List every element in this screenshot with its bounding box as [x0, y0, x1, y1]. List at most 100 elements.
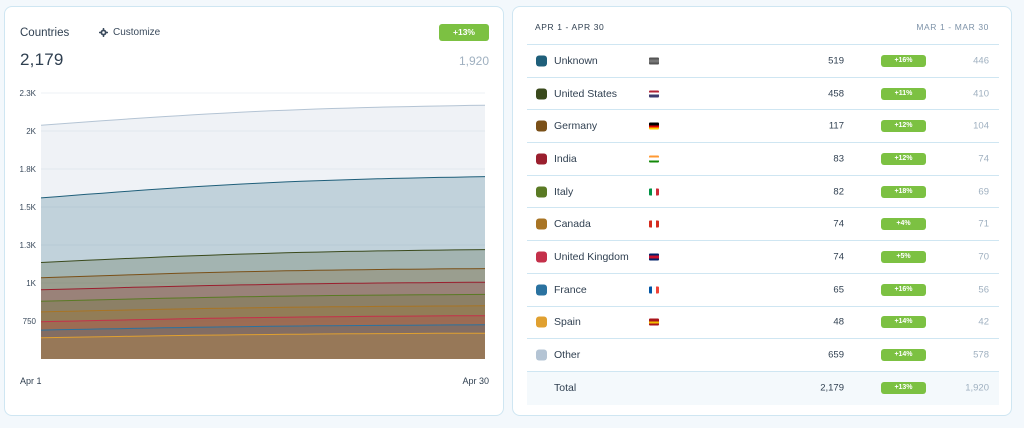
previous-value: 71	[978, 218, 989, 230]
country-name: India	[554, 152, 577, 165]
series-color-dot	[536, 251, 547, 263]
previous-value: 446	[973, 55, 989, 67]
current-value: 519	[828, 55, 844, 67]
current-value: 117	[828, 120, 844, 132]
total-label: Total	[554, 382, 577, 395]
country-name: Canada	[554, 218, 591, 231]
series-line-germany	[40, 268, 486, 279]
series-line-spain	[40, 332, 485, 339]
series-line-france	[40, 324, 486, 331]
table-row[interactable]: Spain 48 +14% 42	[527, 307, 999, 340]
table-row[interactable]: France 65 +16% 56	[527, 274, 999, 307]
y-tick-label: 1.5K	[20, 203, 37, 212]
series-color-dot	[536, 186, 547, 198]
table-row[interactable]: United Kingdom 74 +5% 70	[527, 241, 999, 274]
previous-value: 70	[978, 251, 989, 263]
previous-range-label: MAR 1 - MAR 30	[916, 22, 989, 32]
area-series-united-states[interactable]	[41, 249, 485, 359]
current-value: 74	[833, 218, 844, 230]
series-line-canada	[40, 305, 486, 313]
stacked-area-chart: 750 1K 1.3K 1.5K 1.8K 2K 2.3K	[20, 89, 486, 359]
current-value: 82	[833, 186, 844, 198]
previous-value: 42	[978, 316, 989, 328]
flag-icon	[649, 90, 659, 98]
total-change-badge: +13%	[881, 382, 926, 395]
previous-value: 104	[973, 120, 989, 132]
current-total: 2,179	[20, 50, 64, 69]
flag-icon	[649, 286, 659, 294]
country-name: Germany	[554, 120, 598, 133]
current-value: 74	[833, 251, 844, 263]
series-color-dot	[536, 153, 547, 165]
countries-table-card: APR 1 - APR 30 MAR 1 - MAR 30 Unknown 519…	[512, 6, 1012, 416]
country-name: Spain	[554, 316, 581, 329]
previous-value: 56	[978, 284, 989, 296]
countries-chart-card: Countries Customize +13% 2,179 1,920 750…	[4, 6, 504, 416]
flag-icon	[649, 318, 659, 326]
series-color-dot	[536, 284, 547, 296]
table-row[interactable]: Germany 117 +12% 104	[527, 110, 999, 144]
current-value: 83	[833, 153, 844, 165]
change-badge: +14%	[881, 316, 926, 329]
table-row[interactable]: Canada 74 +4% 71	[527, 208, 999, 242]
area-series-united-kingdom[interactable]	[41, 315, 485, 359]
change-badge: +11%	[881, 87, 926, 100]
panel-title: Countries	[20, 27, 70, 39]
area-series-india[interactable]	[41, 282, 485, 359]
country-name: United States	[554, 87, 618, 100]
series-line-other	[40, 104, 486, 126]
country-name: Italy	[554, 185, 574, 198]
change-badge: +13%	[439, 24, 489, 41]
change-badge: +16%	[881, 283, 926, 296]
x-axis-start-label: Apr 1	[20, 376, 42, 386]
x-axis-end-label: Apr 30	[462, 376, 489, 386]
customize-button[interactable]: Customize	[99, 27, 160, 38]
area-series-spain[interactable]	[41, 333, 485, 359]
y-tick-label: 1K	[26, 279, 36, 288]
series-color-dot	[536, 88, 547, 100]
current-value: 659	[828, 349, 844, 361]
table-row[interactable]: Italy 82 +18% 69	[527, 176, 999, 209]
series-color-dot	[536, 218, 547, 230]
change-badge: +4%	[881, 218, 926, 231]
previous-total: 1,920	[458, 54, 489, 68]
flag-icon	[649, 253, 659, 261]
y-tick-label: 750	[23, 317, 37, 326]
change-badge: +12%	[881, 152, 926, 165]
y-tick-label: 1.3K	[20, 241, 37, 250]
table-row[interactable]: India 83 +12% 74	[527, 143, 999, 176]
flag-icon	[649, 122, 659, 130]
series-color-dot	[536, 55, 547, 67]
change-badge: +5%	[881, 250, 926, 263]
change-badge: +18%	[881, 185, 926, 198]
y-tick-label: 2.3K	[20, 89, 37, 98]
series-color-dot	[536, 349, 547, 361]
y-tick-label: 2K	[26, 127, 36, 136]
table-row[interactable]: United States 458 +11% 410	[527, 78, 999, 111]
table-row[interactable]: Other 659 +14% 578	[527, 339, 999, 372]
series-line-india	[40, 281, 486, 291]
current-value: 48	[833, 316, 844, 328]
total-row: Total 2,179 +13% 1,920	[527, 371, 999, 405]
series-line-italy	[40, 293, 486, 302]
current-range-label: APR 1 - APR 30	[535, 22, 605, 32]
current-value: 458	[828, 88, 844, 100]
area-series-unknown[interactable]	[41, 176, 485, 359]
flag-icon	[649, 220, 659, 228]
previous-value: 410	[973, 88, 989, 100]
total-previous-value: 1,920	[965, 382, 989, 394]
previous-value: 74	[978, 153, 989, 165]
country-name: France	[554, 283, 587, 296]
change-badge: +12%	[881, 120, 926, 133]
change-badge: +16%	[881, 54, 926, 67]
series-color-dot	[536, 120, 547, 132]
table-row[interactable]: Unknown 519 +16% 446	[527, 45, 999, 78]
series-line-unknown	[40, 176, 486, 199]
series-color-dot	[536, 316, 547, 328]
previous-value: 578	[973, 349, 989, 361]
y-tick-label: 1.8K	[20, 165, 37, 174]
series-line-united-states	[40, 249, 486, 263]
customize-label: Customize	[113, 27, 161, 38]
series-line-united-kingdom	[40, 315, 486, 323]
flag-icon	[649, 155, 659, 163]
